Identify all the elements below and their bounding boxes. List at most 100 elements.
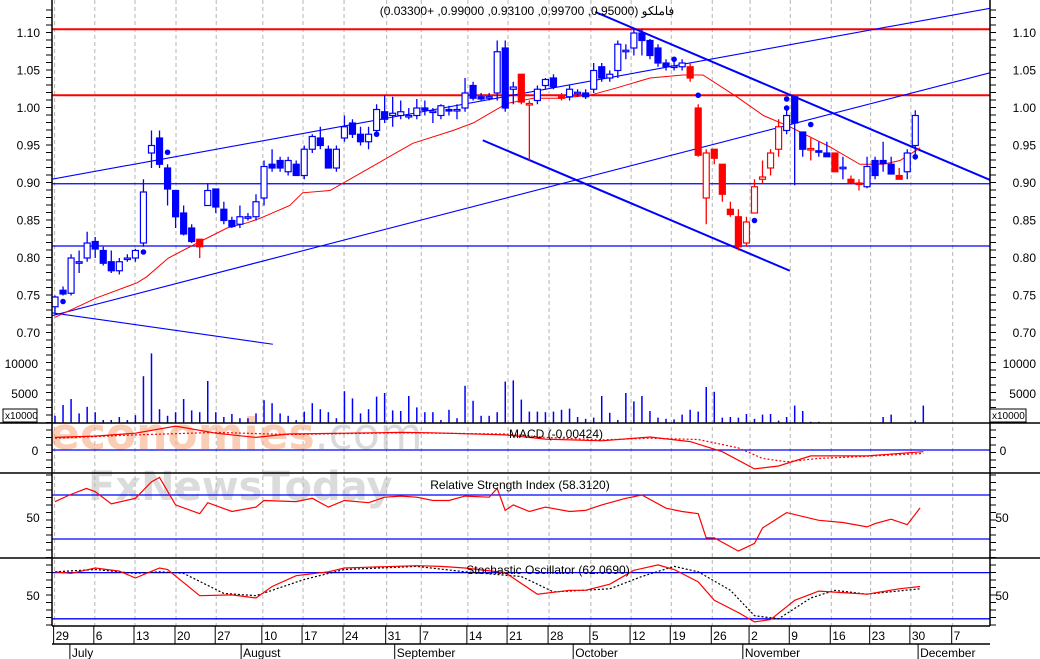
candle-body-up bbox=[236, 216, 244, 225]
candle-body-up bbox=[541, 78, 550, 87]
date-tick-label: 24 bbox=[345, 629, 359, 643]
price-tick-left: 0.70 bbox=[17, 326, 41, 340]
date-tick-label: 21 bbox=[509, 629, 523, 643]
candle-body-down bbox=[646, 39, 654, 57]
price-tick-left: 0.75 bbox=[17, 289, 41, 303]
candle-body-down bbox=[879, 159, 887, 165]
candle-body-up bbox=[461, 92, 469, 109]
candle bbox=[284, 156, 292, 176]
candle-body-down bbox=[815, 150, 823, 153]
watermark-fxnewstoday: FxNewsToday bbox=[88, 464, 392, 510]
candle bbox=[509, 81, 517, 105]
candle-body-down bbox=[469, 84, 477, 99]
candle-body-down bbox=[799, 131, 807, 150]
candle bbox=[115, 258, 123, 275]
candle-body-down bbox=[887, 163, 895, 175]
candle-body-up bbox=[614, 43, 622, 72]
candle-body-down bbox=[220, 208, 228, 222]
candle-body-up bbox=[389, 112, 397, 117]
month-label: November bbox=[745, 646, 800, 659]
candle bbox=[774, 119, 783, 157]
candle-body-down bbox=[726, 208, 734, 216]
candle bbox=[726, 201, 734, 217]
candle bbox=[823, 141, 831, 158]
candle bbox=[646, 39, 654, 60]
candle-body-down bbox=[445, 108, 453, 112]
volume-unit-box-left bbox=[2, 408, 38, 423]
trendlines bbox=[52, 7, 990, 345]
candle bbox=[863, 156, 871, 189]
candle-body-up bbox=[670, 65, 678, 69]
price-tick-right: 0.95 bbox=[1013, 139, 1037, 153]
date-tick-label: 6 bbox=[96, 629, 103, 643]
candle-body-up bbox=[67, 257, 75, 294]
candle-body-down bbox=[734, 216, 743, 248]
candle bbox=[582, 89, 590, 99]
candle bbox=[702, 149, 710, 225]
candle-body-up bbox=[839, 166, 847, 170]
price-tick-left: 1.05 bbox=[17, 64, 41, 78]
trendline bbox=[52, 312, 273, 345]
candle bbox=[236, 205, 244, 228]
candle-body-up bbox=[51, 296, 59, 308]
watermark-economies: economies bbox=[50, 409, 315, 460]
candle-body-up bbox=[758, 176, 767, 180]
candle bbox=[887, 156, 895, 175]
candle bbox=[710, 148, 718, 165]
candle bbox=[533, 85, 542, 105]
candle bbox=[750, 179, 759, 214]
date-tick-label: 20 bbox=[177, 629, 191, 643]
date-tick-label: 23 bbox=[872, 629, 886, 643]
candle bbox=[469, 81, 477, 101]
candle bbox=[131, 249, 139, 262]
candle bbox=[356, 126, 365, 146]
candle-body-up bbox=[509, 86, 517, 90]
candle bbox=[123, 254, 131, 262]
candle-body-up bbox=[139, 191, 148, 244]
candle bbox=[429, 108, 437, 123]
date-tick-label: 28 bbox=[550, 629, 564, 643]
candle bbox=[292, 160, 300, 177]
candle bbox=[686, 63, 694, 82]
candle-body-down bbox=[155, 137, 164, 165]
candle bbox=[413, 99, 421, 120]
price-tick-left: 0.80 bbox=[17, 251, 41, 265]
candle bbox=[678, 59, 686, 71]
candle bbox=[268, 149, 276, 172]
candle bbox=[324, 145, 332, 169]
signal-marker-dot bbox=[140, 249, 147, 255]
candle bbox=[228, 216, 236, 228]
price-tick-right: 0.75 bbox=[1013, 289, 1037, 303]
date-tick-label: 17 bbox=[304, 629, 318, 643]
candle bbox=[421, 100, 429, 116]
candle-body-down bbox=[107, 261, 115, 272]
price-tick-left: 0.85 bbox=[17, 214, 41, 228]
candle-body-down bbox=[791, 96, 799, 124]
candle-body-up bbox=[493, 51, 501, 94]
candle bbox=[51, 295, 59, 315]
candle bbox=[477, 93, 485, 101]
candle-body-down bbox=[517, 73, 525, 103]
price-tick-right: 0.85 bbox=[1013, 214, 1037, 228]
stoch-d-line bbox=[54, 565, 921, 620]
candle bbox=[252, 194, 260, 221]
price-tick-right: 1.10 bbox=[1013, 26, 1037, 40]
candle bbox=[381, 95, 389, 123]
candle-body-up bbox=[429, 110, 437, 114]
candle-body-up bbox=[606, 73, 614, 79]
candle bbox=[598, 63, 606, 82]
signal-marker-dot bbox=[912, 153, 919, 160]
candle-body-up bbox=[485, 96, 493, 99]
stoch-k-line bbox=[54, 564, 921, 623]
candle-body-down bbox=[847, 178, 855, 184]
signal-marker-dot bbox=[60, 298, 66, 305]
candle bbox=[573, 89, 582, 97]
candle bbox=[662, 59, 670, 71]
candle bbox=[871, 156, 879, 180]
macd-label: MACD (-0.00424) bbox=[509, 427, 603, 441]
date-tick-label: 7 bbox=[954, 629, 961, 643]
candle bbox=[879, 141, 887, 172]
candle-body-up bbox=[903, 152, 911, 173]
candle bbox=[895, 168, 903, 180]
candle-body-up bbox=[678, 62, 686, 68]
